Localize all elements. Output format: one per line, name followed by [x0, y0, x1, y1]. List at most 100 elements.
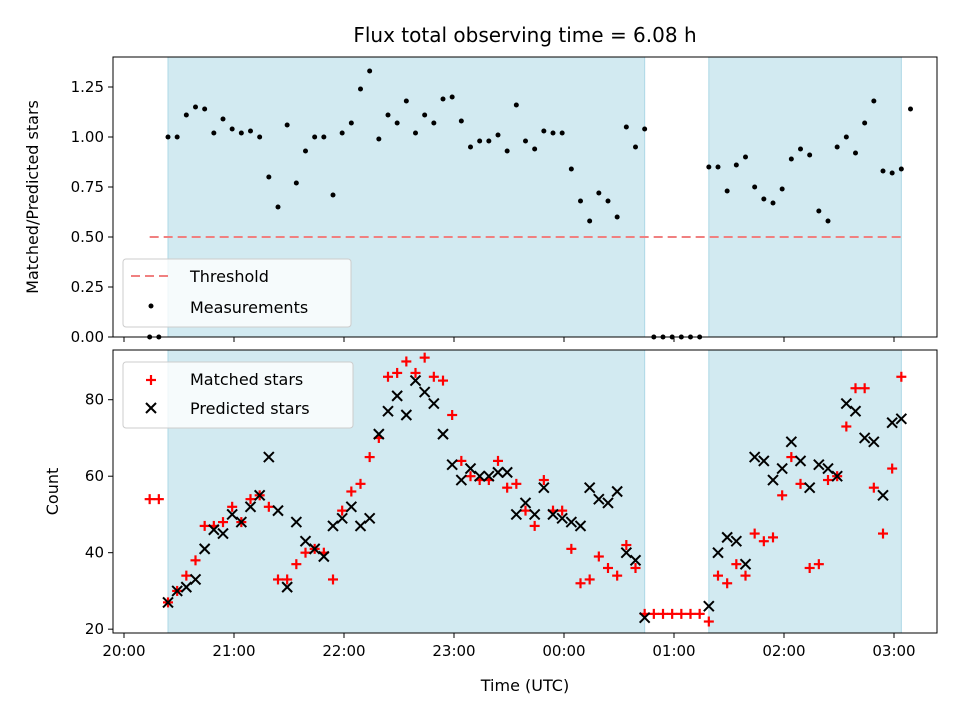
predicted-star-point — [198, 543, 211, 555]
matched-star-point — [227, 501, 238, 512]
matched-star-point — [383, 371, 393, 382]
matched-star-point — [584, 574, 595, 585]
top-y-tick-label: 1.25 — [71, 78, 104, 96]
predicted-star-point — [877, 489, 889, 502]
matched-star-point — [887, 463, 898, 474]
predicted-star-point — [290, 516, 303, 528]
top-y-axis-label: Matched/Predicted stars — [23, 100, 42, 294]
predicted-star-point — [409, 374, 422, 387]
predicted-marker-b — [748, 451, 761, 463]
predicted-star-point — [638, 611, 651, 624]
predicted-marker-b — [629, 554, 642, 567]
matched-star-point — [282, 574, 293, 585]
measurement-point — [211, 130, 217, 136]
measurement-point — [532, 146, 538, 152]
predicted-star-point — [363, 512, 376, 524]
measurement-points — [147, 68, 913, 340]
predicted-star-point — [162, 596, 174, 609]
predicted-star-point — [748, 451, 761, 463]
predicted-star-point — [730, 535, 743, 547]
predicted-marker-b — [868, 436, 880, 448]
predicted-star-point — [308, 543, 321, 555]
top-legend-box — [122, 258, 352, 328]
matched-star-point — [658, 608, 668, 619]
measurement-point — [614, 214, 620, 220]
predicted-star-point — [721, 531, 733, 544]
measurement-point — [284, 122, 290, 128]
predicted-star-point — [336, 512, 348, 524]
measurement-point — [743, 154, 748, 160]
bottom-y-ticks: 20 40 60 80 — [85, 391, 113, 638]
predicted-star-point — [180, 581, 193, 593]
x-axis-label: Time (UTC) — [480, 676, 569, 695]
predicted-marker-b — [272, 504, 284, 517]
predicted-star-point — [785, 436, 798, 448]
matched-star-point — [621, 540, 632, 551]
matched-star-point — [337, 505, 348, 516]
predicted-star-point — [354, 520, 367, 532]
matched-star-point — [273, 574, 283, 585]
x-tick-label: 21:00 — [212, 642, 255, 660]
measurement-point — [871, 98, 877, 104]
measurement-point — [293, 180, 299, 186]
predicted-marker-b — [803, 481, 816, 494]
measurement-point — [183, 112, 189, 118]
measurement-point — [248, 128, 253, 134]
measurement-point — [733, 162, 739, 168]
matched-star-point — [300, 547, 311, 558]
predicted-marker-b — [162, 596, 174, 609]
predicted-marker-b — [574, 520, 587, 532]
measurement-point — [807, 152, 813, 158]
predicted-star-point — [813, 459, 825, 471]
predicted-star-point — [345, 501, 358, 513]
predicted-marker-b — [208, 524, 220, 536]
matched-star-point — [520, 505, 531, 516]
measurement-point — [724, 188, 730, 194]
measurement-point — [312, 134, 318, 140]
matched-star-point — [868, 482, 879, 493]
bottom-axes-frame — [112, 349, 938, 634]
matched-star-point — [878, 528, 888, 539]
predicted-marker-b — [336, 512, 348, 524]
predicted-star-point — [208, 524, 220, 536]
predicted-marker-b — [638, 611, 651, 624]
top-y-tick-label: 0.50 — [71, 228, 104, 246]
predicted-star-point — [217, 527, 229, 540]
predicted-star-point — [437, 428, 449, 440]
measurement-point — [798, 146, 803, 152]
predicted-star-point — [418, 386, 431, 398]
matched-star-point — [410, 367, 421, 378]
matched-star-point — [722, 578, 733, 589]
predicted-marker-b — [318, 550, 330, 563]
legend-measurements-label: Measurements — [190, 298, 308, 317]
chart-title: Flux total observing time = 6.08 h — [353, 23, 696, 47]
predicted-marker-b — [547, 508, 559, 521]
measurement-point — [238, 130, 244, 136]
matched-star-point — [566, 543, 577, 554]
bottom-legend-box — [122, 361, 354, 429]
predicted-star-point — [171, 585, 183, 597]
predicted-marker-b — [831, 470, 843, 482]
matched-star-point — [676, 608, 687, 619]
measurement-point — [504, 148, 510, 154]
predicted-star-point — [455, 474, 468, 486]
top-y-tick-label: 0.75 — [71, 178, 104, 196]
predicted-stars-series — [162, 374, 908, 624]
top-y-ticks: 0.00 0.25 0.50 0.75 1.00 1.25 — [71, 78, 113, 346]
measurement-point — [578, 198, 583, 204]
predicted-star-point — [428, 397, 440, 410]
predicted-star-point — [299, 535, 312, 547]
bottom-y-tick-label: 80 — [85, 391, 104, 409]
matched-star-point — [502, 482, 513, 493]
measurement-point — [605, 198, 611, 204]
predicted-marker-b — [400, 409, 413, 421]
measurement-point — [889, 170, 895, 176]
matched-star-point — [557, 505, 568, 516]
bottom-panel: 20 40 60 80 20:00 21:00 22:00 23:00 00:00 01:00 0… — [43, 349, 938, 695]
measurement-point — [358, 86, 363, 92]
bottom-y-tick-label: 40 — [85, 544, 104, 562]
predicted-marker-b — [895, 413, 908, 425]
predicted-marker-b — [428, 397, 440, 410]
measurement-point — [779, 186, 785, 192]
